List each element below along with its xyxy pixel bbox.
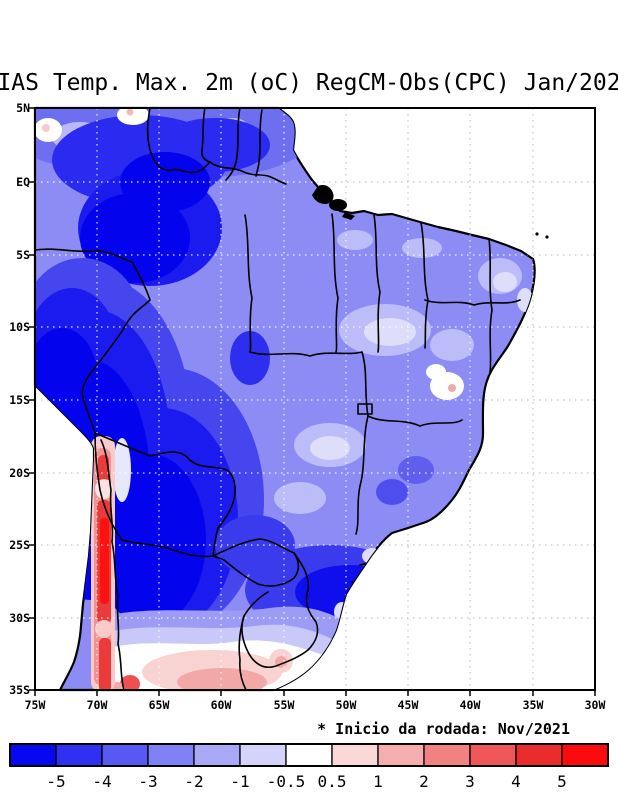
lat-tick-label: 35S [9, 683, 30, 697]
lon-tick-label: 45W [398, 698, 419, 712]
color-scale: -5 -4 -3 -2 -1 -0.5 0.5 1 2 3 4 5 [9, 743, 609, 791]
colorbar-segment [423, 743, 471, 767]
colorbar-segment [193, 743, 241, 767]
lat-tick-label: 10S [9, 320, 30, 334]
lat-axis: 5N EQ 5S 10S 15S 20S 25S 30S 35S [9, 101, 30, 697]
colorbar-segment [9, 743, 57, 767]
colorbar-label: 4 [511, 772, 521, 791]
colorbar-segment [239, 743, 287, 767]
lon-tick-label: 75W [25, 698, 46, 712]
colorbar-label: -0.5 [267, 772, 306, 791]
lon-axis: 75W 70W 65W 60W 55W 50W 45W 40W 35W 30W [25, 698, 606, 712]
page-title: IAS Temp. Max. 2m (oC) RegCM-Obs(CPC) Ja… [0, 70, 618, 96]
colorbar-segment [147, 743, 195, 767]
colorbar-segment [285, 743, 333, 767]
colorbar-segment [469, 743, 517, 767]
colorbar-segment [101, 743, 149, 767]
colorbar-label: -3 [138, 772, 157, 791]
colorbar-label: 3 [465, 772, 475, 791]
run-start-note: * Inicio da rodada: Nov/2021 [317, 720, 570, 738]
colorbar-label: 1 [373, 772, 383, 791]
colorbar-label: 5 [557, 772, 567, 791]
map-frame [34, 107, 596, 691]
lon-tick-label: 30W [585, 698, 606, 712]
colorbar-label: -5 [46, 772, 65, 791]
lat-tick-label: EQ [16, 175, 30, 189]
lat-tick-label: 5S [16, 248, 30, 262]
lat-tick-label: 30S [9, 611, 30, 625]
colorbar-segment [515, 743, 563, 767]
lon-tick-label: 55W [274, 698, 295, 712]
lon-tick-label: 60W [211, 698, 232, 712]
lat-tick-label: 5N [16, 101, 30, 115]
lon-tick-label: 40W [460, 698, 481, 712]
map-plot: 5N EQ 5S 10S 15S 20S 25S 30S 35S 75W 70W… [9, 101, 606, 712]
colorbar-label: -1 [230, 772, 249, 791]
colorbar-segment [561, 743, 609, 767]
colorbar-label: 2 [419, 772, 429, 791]
axis-ticks [29, 107, 596, 696]
amazon-delta-and-islands [312, 184, 549, 239]
lat-tick-label: 15S [9, 393, 30, 407]
colorbar-outline [9, 743, 609, 767]
colorbar-segment [331, 743, 379, 767]
colorbar-segment [55, 743, 103, 767]
lat-tick-label: 25S [9, 538, 30, 552]
lon-tick-label: 70W [87, 698, 108, 712]
lon-tick-label: 35W [523, 698, 544, 712]
colorbar-label: -4 [92, 772, 111, 791]
lon-tick-label: 50W [336, 698, 357, 712]
lon-tick-label: 65W [149, 698, 170, 712]
colorbar-label: -2 [184, 772, 203, 791]
lat-tick-label: 20S [9, 466, 30, 480]
colorbar-segment [377, 743, 425, 767]
colorbar-label: 0.5 [318, 772, 347, 791]
colorbar-labels: -5 -4 -3 -2 -1 -0.5 0.5 1 2 3 4 5 [46, 772, 566, 791]
